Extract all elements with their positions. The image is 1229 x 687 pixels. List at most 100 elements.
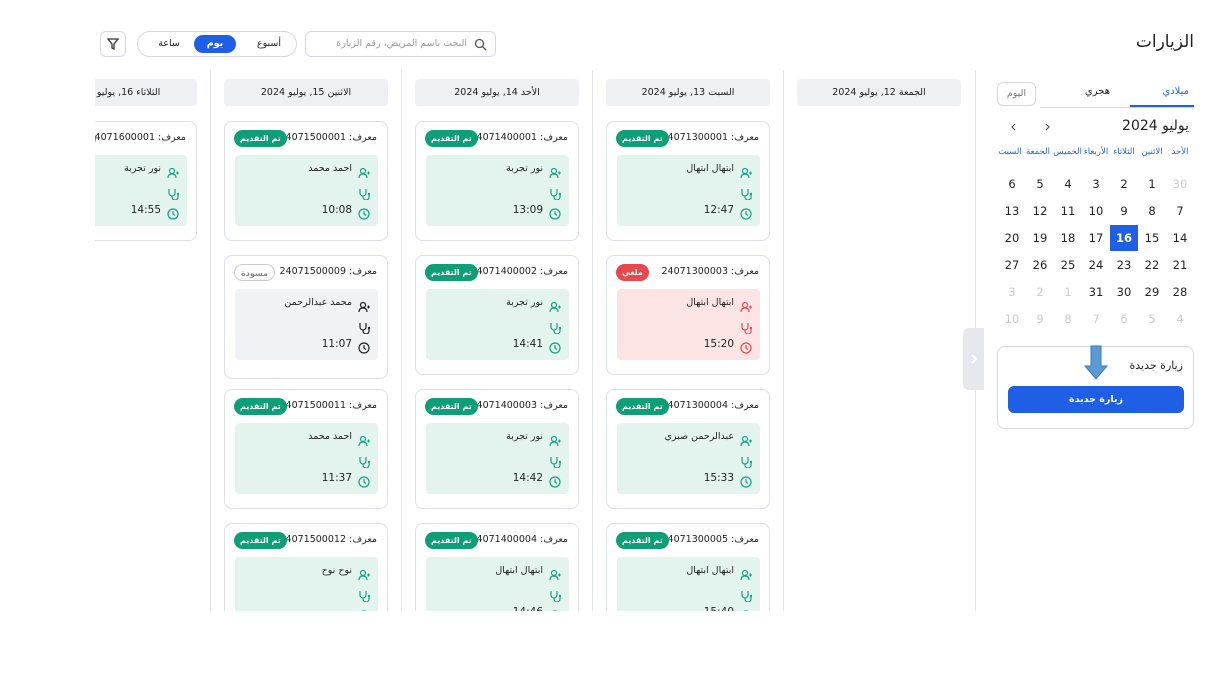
visit-card[interactable]: معرف: 24071500009 مسودة محمد عبدالرحمن 11:0…: [224, 255, 388, 379]
status-badge: تم التقديم: [425, 398, 478, 415]
calendar-day[interactable]: 25: [1060, 258, 1076, 272]
calendar-day[interactable]: 22: [1144, 258, 1160, 272]
calendar-day[interactable]: 7: [1176, 204, 1184, 218]
visit-card[interactable]: معرف: 24071300004 تم التقديم عبدالرحمن صبر…: [606, 389, 770, 509]
day-header: السبت 13, يوليو 2024: [606, 79, 770, 106]
calendar-tab[interactable]: ميلادي: [1162, 86, 1189, 97]
visit-card[interactable]: معرف: 24071500011 تم التقديم احمد محمد 11:3…: [224, 389, 388, 509]
card-body: احمد محمد 11:37: [235, 423, 378, 494]
visit-time: 14:55: [130, 204, 161, 216]
calendar-day[interactable]: 2: [1120, 177, 1128, 191]
search-box[interactable]: البحث باسم المريض، رقم الزيارة: [305, 31, 496, 57]
calendar-day[interactable]: 3: [1008, 285, 1016, 299]
view-option[interactable]: يوم: [194, 35, 236, 53]
view-option[interactable]: أسبوع: [256, 38, 282, 49]
calendar-day[interactable]: 9: [1036, 312, 1044, 326]
collapse-handle[interactable]: [963, 328, 984, 390]
month-nav[interactable]: [1007, 120, 1057, 134]
new-visit-button[interactable]: زيارة جديدة: [1008, 386, 1184, 413]
calendar-day[interactable]: 8: [1064, 312, 1072, 326]
visit-time: 14:46: [513, 606, 543, 611]
calendar-day[interactable]: 17: [1088, 231, 1104, 245]
visit-card[interactable]: معرف: 24071300003 ملغي ابتهال ابتهال 15:20: [606, 255, 770, 375]
calendar-day[interactable]: 23: [1116, 258, 1132, 272]
calendar-day[interactable]: 31: [1088, 285, 1104, 299]
visit-time: 12:47: [703, 204, 734, 216]
calendar-day[interactable]: 10: [1088, 204, 1104, 218]
calendar-day[interactable]: 9: [1120, 204, 1128, 218]
filter-icon: [106, 38, 120, 51]
calendar-day[interactable]: 6: [1120, 312, 1128, 326]
visit-time: 14:42: [512, 472, 543, 484]
calendar-day[interactable]: 30: [1116, 285, 1132, 299]
calendar-tab[interactable]: هجري: [1084, 86, 1110, 97]
calendar-day[interactable]: 5: [1036, 177, 1044, 191]
steth-icon: [358, 319, 371, 335]
steth-icon: [167, 185, 180, 201]
calendar-day[interactable]: 21: [1172, 258, 1188, 272]
calendar-day[interactable]: 3: [1092, 177, 1100, 191]
calendar-day[interactable]: 20: [1004, 231, 1020, 245]
calendar-day[interactable]: 30: [1172, 177, 1188, 191]
patient-name: نور تجربة: [124, 163, 161, 174]
visit-card[interactable]: معرف: 24071400001 تم التقديم نور تجربة 13:0…: [415, 121, 579, 241]
calendar-day[interactable]: 29: [1144, 285, 1160, 299]
calendar-day[interactable]: 5: [1148, 312, 1156, 326]
steth-icon: [358, 453, 371, 469]
calendar-day[interactable]: 16: [1110, 225, 1138, 251]
visit-id: معرف: 24071300004: [662, 400, 760, 411]
visit-id: معرف: 24071500001: [280, 132, 378, 143]
visit-card[interactable]: معرف: 24071500001 تم التقديم احمد محمد 10:0…: [224, 121, 388, 241]
visit-card[interactable]: معرف: 24071300001 تم التقديم ابتهال ابتهال…: [606, 121, 770, 241]
calendar-day[interactable]: 18: [1060, 231, 1076, 245]
visit-card[interactable]: معرف: 24071400004 تم التقديم ابتهال ابتهال…: [415, 523, 579, 611]
card-body: نور تجربة 14:42: [426, 423, 569, 494]
calendar-day[interactable]: 14: [1172, 231, 1188, 245]
person-icon: [358, 164, 370, 179]
filter-button[interactable]: [100, 31, 126, 57]
weekday-label: الأحد: [1171, 147, 1189, 157]
search-placeholder: البحث باسم المريض، رقم الزيارة: [336, 38, 467, 49]
calendar-day[interactable]: 15: [1144, 231, 1160, 245]
calendar-day[interactable]: 1: [1064, 285, 1072, 299]
id-value: 24071500012: [279, 534, 347, 545]
card-body: احمد محمد 10:08: [235, 155, 378, 226]
tab-underline: [1130, 105, 1194, 107]
patient-name: نور تجربة: [506, 163, 543, 174]
calendar-day[interactable]: 10: [1004, 312, 1020, 326]
calendar-day[interactable]: 13: [1004, 204, 1020, 218]
calendar-day[interactable]: 24: [1088, 258, 1104, 272]
calendar-day[interactable]: 4: [1064, 177, 1072, 191]
visit-time: 11:07: [321, 338, 352, 350]
column-separator: [592, 70, 593, 611]
calendar-day[interactable]: 12: [1032, 204, 1048, 218]
visit-card[interactable]: معرف: 24071600001تم التقديم نور تجربة 14:5…: [95, 121, 197, 241]
clock-icon: [549, 607, 561, 611]
calendar-day[interactable]: 2: [1036, 285, 1044, 299]
calendar-day[interactable]: 19: [1032, 231, 1048, 245]
patient-name: ابتهال ابتهال: [686, 565, 734, 576]
visit-card[interactable]: معرف: 24071400003 تم التقديم نور تجربة 14:4…: [415, 389, 579, 509]
calendar-day[interactable]: 7: [1092, 312, 1100, 326]
status-badge: تم التقديم: [234, 532, 287, 549]
clock-icon: [740, 607, 752, 611]
visit-card[interactable]: معرف: 24071500012 تم التقديم نوح نوح: [224, 523, 388, 611]
calendar-day[interactable]: 1: [1148, 177, 1156, 191]
calendar-day[interactable]: 4: [1176, 312, 1184, 326]
board: الجمعة 12, يوليو 2024 السبت 13, يوليو 202…: [95, 70, 984, 611]
card-body: نور تجربة 13:09: [426, 155, 569, 226]
calendar-day[interactable]: 6: [1008, 177, 1016, 191]
today-button[interactable]: اليوم: [997, 82, 1036, 106]
steth-icon: [740, 319, 753, 335]
visit-card[interactable]: معرف: 24071400002 تم التقديم نور تجربة 14:4…: [415, 255, 579, 375]
clock-icon: [167, 205, 179, 220]
weekday-label: الثلاثاء: [1113, 147, 1135, 157]
calendar-day[interactable]: 8: [1148, 204, 1156, 218]
visit-card[interactable]: معرف: 24071300005 تم التقديم ابتهال ابتهال…: [606, 523, 770, 611]
weekday-label: الأربعاء: [1083, 147, 1109, 157]
calendar-day[interactable]: 28: [1172, 285, 1188, 299]
calendar-day[interactable]: 27: [1004, 258, 1020, 272]
calendar-day[interactable]: 11: [1060, 204, 1076, 218]
calendar-day[interactable]: 26: [1032, 258, 1048, 272]
view-option[interactable]: ساعة: [158, 38, 180, 49]
